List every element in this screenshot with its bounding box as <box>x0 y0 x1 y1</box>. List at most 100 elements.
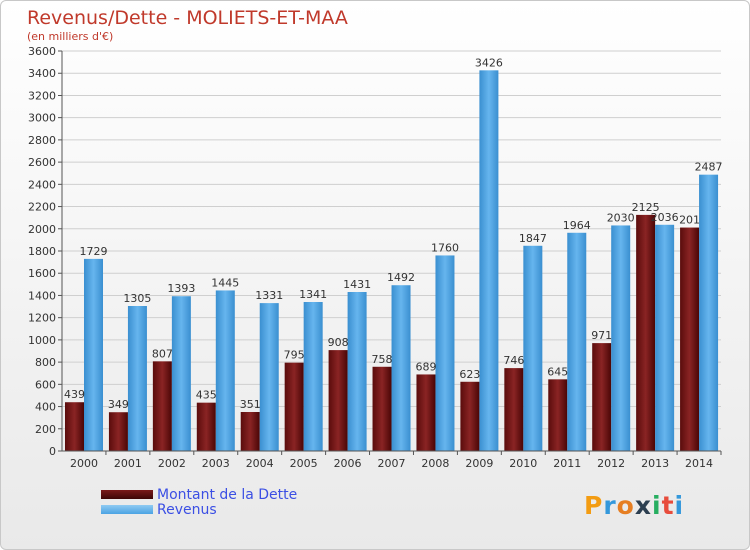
debt-bar <box>416 374 436 451</box>
revenue-bar <box>523 245 543 451</box>
revenue-value-label: 2487 <box>695 161 723 174</box>
y-tick-label: 1000 <box>28 334 56 347</box>
y-tick-label: 2400 <box>28 178 56 191</box>
debt-value-label: 758 <box>372 353 393 366</box>
debt-value-label: 2125 <box>632 201 660 214</box>
proxiti-logo: Proxiti <box>584 491 684 520</box>
x-tick-label: 2011 <box>553 457 581 470</box>
debt-value-label: 201 <box>679 214 700 227</box>
revenue-value-label: 1341 <box>299 288 327 301</box>
revenue-value-label: 1492 <box>387 271 415 284</box>
debt-value-label: 435 <box>196 389 217 402</box>
y-tick-label: 400 <box>35 401 56 414</box>
x-tick-label: 2000 <box>70 457 98 470</box>
x-tick-label: 2012 <box>597 457 625 470</box>
y-tick-label: 3000 <box>28 112 56 125</box>
debt-bar <box>504 368 524 451</box>
logo-letter: P <box>584 491 604 520</box>
y-tick-label: 2600 <box>28 156 56 169</box>
revenue-value-label: 1729 <box>80 245 108 258</box>
debt-bar <box>152 361 172 451</box>
revenue-bar <box>567 232 587 451</box>
debt-value-label: 645 <box>547 365 568 378</box>
legend-label-debt: Montant de la Dette <box>157 486 298 503</box>
revenue-value-label: 1847 <box>519 232 547 245</box>
revenue-bar <box>655 224 675 451</box>
revenue-value-label: 3426 <box>475 56 503 69</box>
logo-letter: r <box>603 491 617 520</box>
legend-swatch-revenue <box>101 505 153 514</box>
x-tick-label: 2004 <box>246 457 274 470</box>
y-tick-label: 1200 <box>28 312 56 325</box>
logo-letter: x <box>634 491 652 520</box>
x-tick-label: 2002 <box>158 457 186 470</box>
debt-value-label: 349 <box>108 398 129 411</box>
debt-bar <box>196 402 216 451</box>
debt-bar <box>636 214 656 451</box>
revenue-bar <box>391 285 411 451</box>
y-tick-label: 3600 <box>28 45 56 58</box>
x-tick-label: 2009 <box>465 457 493 470</box>
revenue-value-label: 1431 <box>343 278 371 291</box>
revenue-bar <box>215 290 235 451</box>
x-tick-label: 2005 <box>290 457 318 470</box>
legend-swatch-debt <box>101 490 153 499</box>
debt-bar <box>372 366 392 451</box>
y-tick-label: 3400 <box>28 67 56 80</box>
revenue-bar <box>84 258 103 451</box>
debt-bar <box>460 381 480 451</box>
x-tick-label: 2014 <box>685 457 713 470</box>
logo-letter: i <box>674 491 685 520</box>
debt-value-label: 807 <box>152 347 173 360</box>
debt-bar <box>108 412 128 451</box>
debt-bar <box>240 412 260 451</box>
revenue-value-label: 1305 <box>123 292 151 305</box>
y-tick-label: 2000 <box>28 223 56 236</box>
x-tick-label: 2001 <box>114 457 142 470</box>
x-tick-label: 2008 <box>421 457 449 470</box>
revenue-bar <box>435 255 455 451</box>
value-labels: 439 1729 349 1305 807 1393 435 1445 351 1331 795 13… <box>64 56 723 411</box>
x-tick-label: 2010 <box>509 457 537 470</box>
revenue-value-label: 2030 <box>607 211 635 224</box>
debt-bar <box>65 402 84 451</box>
revenue-bar <box>347 292 367 451</box>
y-tick-label: 3200 <box>28 89 56 102</box>
debt-bar <box>328 350 348 451</box>
legend-label-revenue: Revenus <box>157 501 217 518</box>
revenue-value-label: 1445 <box>211 276 239 289</box>
y-tick-label: 1800 <box>28 245 56 258</box>
debt-bar <box>284 362 304 451</box>
x-tick-label: 2013 <box>641 457 669 470</box>
debt-value-label: 689 <box>415 360 436 373</box>
x-tick-label: 2007 <box>378 457 406 470</box>
x-tick-label: 2006 <box>334 457 362 470</box>
legend: Montant de la Dette Revenus <box>101 486 298 518</box>
revenue-bar <box>611 225 631 451</box>
revenue-bar <box>699 174 719 451</box>
debt-value-label: 908 <box>328 336 349 349</box>
y-tick-label: 800 <box>35 356 56 369</box>
y-tick-label: 0 <box>49 445 56 458</box>
revenue-value-label: 1393 <box>167 282 195 295</box>
debt-value-label: 439 <box>64 388 85 401</box>
y-tick-label: 200 <box>35 423 56 436</box>
debt-bar <box>592 343 612 451</box>
x-tick-label: 2003 <box>202 457 230 470</box>
revenue-value-label: 1331 <box>255 289 283 302</box>
legend-item-debt: Montant de la Dette <box>101 486 298 503</box>
y-tick-label: 2800 <box>28 134 56 147</box>
y-tick-label: 2200 <box>28 201 56 214</box>
axes: 0 200 400 600 800 1000 1200 1400 1600 1800 2000 220… <box>28 45 722 470</box>
revenue-bar <box>259 303 279 451</box>
debt-bar <box>680 227 700 451</box>
debt-value-label: 351 <box>240 398 261 411</box>
revenue-bar <box>171 296 191 451</box>
debt-bar <box>548 379 568 451</box>
y-tick-label: 1600 <box>28 267 56 280</box>
debt-value-label: 971 <box>591 329 612 342</box>
logo-letter: o <box>616 491 635 520</box>
revenue-bar <box>303 302 323 451</box>
